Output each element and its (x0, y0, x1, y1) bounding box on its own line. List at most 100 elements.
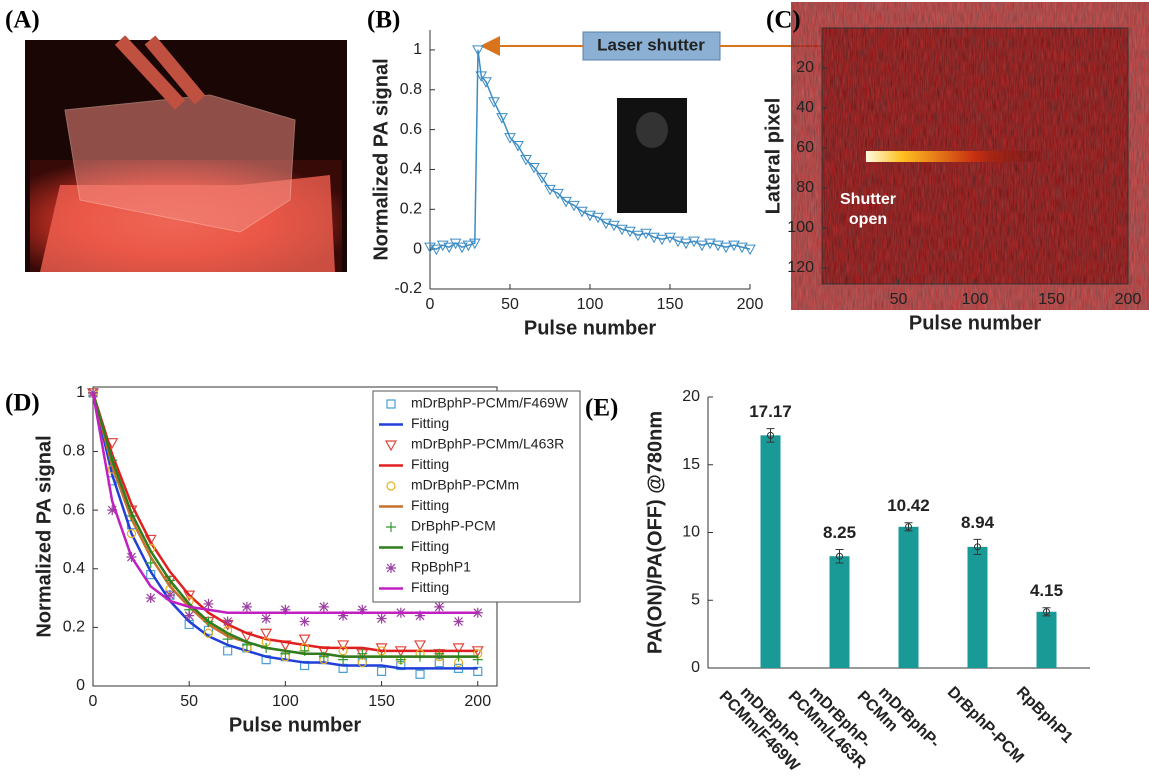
y-tick-label: 0.6 (63, 501, 85, 518)
data-point (415, 669, 425, 679)
x-tick-label: 50 (180, 693, 198, 710)
y-tick-label: 80 (796, 179, 814, 196)
data-point (720, 242, 732, 254)
data-point (632, 230, 644, 242)
data-point (704, 238, 716, 250)
data-point (376, 646, 387, 656)
data-point (584, 210, 596, 222)
data-point (261, 637, 271, 647)
error-bar (766, 428, 775, 443)
x-axis-label: Pulse number (229, 714, 361, 736)
data-point (672, 236, 684, 248)
bar (829, 556, 850, 668)
y-tick-label: 0 (691, 659, 700, 676)
data-point (656, 234, 668, 246)
data-point (462, 240, 475, 252)
annotation: open (849, 211, 887, 228)
legend-label: Fitting (411, 579, 449, 595)
fit-line (91, 392, 478, 658)
fit-line (91, 392, 478, 670)
x-tick-label: 0 (89, 693, 98, 710)
y-tick-label: 120 (787, 259, 814, 276)
panel-label: (E) (585, 395, 618, 422)
data-point (472, 607, 483, 618)
x-axis-label: Pulse number (524, 317, 656, 339)
data-point (696, 240, 708, 252)
data-point (453, 663, 464, 674)
x-tick-label-line: RpBphP1 (1013, 684, 1076, 747)
legend-label: mDrBphP-PCMm/L463R (411, 436, 564, 452)
data-point (260, 628, 273, 640)
data-point (222, 616, 233, 627)
y-tick-label: 0 (76, 677, 85, 694)
bar (1036, 611, 1057, 668)
data-point (357, 604, 368, 615)
x-tick-label: 100 (577, 296, 604, 313)
data-point (164, 590, 175, 601)
data-point (504, 133, 516, 144)
legend-swatch (384, 440, 398, 452)
y-tick-label: 0.8 (63, 443, 85, 460)
data-point (338, 610, 349, 621)
y-tick-label: 15 (682, 456, 700, 473)
data-point (496, 113, 508, 124)
x-tick-label: 100 (272, 693, 299, 710)
legend-label: Fitting (411, 456, 449, 472)
x-tick-label: 50 (890, 291, 908, 308)
data-point (688, 236, 700, 248)
x-tick-label: 200 (737, 296, 764, 313)
error-bar (973, 538, 982, 555)
x-tick-label: 150 (657, 296, 684, 313)
data-point (107, 505, 118, 516)
y-tick-label: 1 (413, 41, 422, 58)
data-point (145, 593, 156, 604)
x-tick-label: 50 (501, 296, 519, 313)
x-tick-label: 150 (368, 693, 395, 710)
data-point (145, 557, 156, 568)
y-tick-label: 20 (682, 388, 700, 405)
data-point (475, 71, 488, 82)
data-point (680, 238, 692, 250)
data-point (184, 610, 195, 621)
error-center (836, 552, 843, 560)
data-point (560, 196, 572, 208)
y-tick-label: 0.4 (400, 161, 422, 178)
data-point (528, 162, 540, 174)
heatmap-stripe (866, 151, 1046, 162)
data-point (443, 242, 456, 254)
y-tick-label: 0.6 (400, 121, 422, 138)
legend (372, 390, 581, 603)
y-tick-label: 40 (796, 99, 814, 116)
data-point (299, 616, 310, 627)
data-point (337, 640, 350, 652)
data-point (261, 655, 271, 665)
data-point (520, 155, 532, 166)
photo (25, 35, 347, 272)
error-bar (835, 548, 844, 564)
data-point (648, 232, 660, 244)
y-tick-label: 60 (796, 139, 814, 156)
data-point (568, 200, 580, 212)
data-point (452, 643, 465, 655)
data-point (203, 628, 214, 638)
panel-label: (A) (5, 7, 40, 34)
panel-label: (C) (766, 7, 801, 34)
data-point (616, 224, 628, 236)
inset-detail (636, 112, 668, 148)
data-point (434, 657, 444, 668)
data-point (608, 220, 620, 232)
error-center (767, 431, 774, 439)
data-point (512, 141, 524, 152)
data-point (241, 601, 252, 612)
y-tick-label: 0.8 (400, 81, 422, 98)
data-point (415, 610, 426, 621)
x-tick-label: mDrBphP-PCMm/F469W (715, 675, 815, 775)
y-tick-label: 0.4 (63, 560, 85, 577)
data-point (624, 226, 636, 238)
data-point (414, 640, 427, 652)
x-tick-label: 150 (1038, 291, 1065, 308)
data-point (488, 97, 500, 108)
data-point (480, 77, 492, 88)
data-point (357, 657, 367, 668)
